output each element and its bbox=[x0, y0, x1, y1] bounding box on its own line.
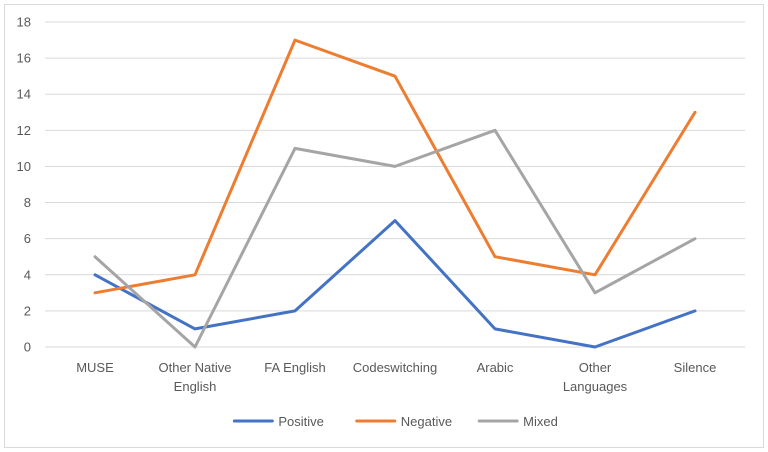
y-tick-label: 10 bbox=[17, 159, 31, 174]
x-tick-label-line: Codeswitching bbox=[353, 360, 438, 375]
y-tick-label: 4 bbox=[24, 267, 31, 282]
y-tick-label: 12 bbox=[17, 123, 31, 138]
x-tick-label: Other Languages bbox=[563, 360, 628, 394]
y-tick-label: 6 bbox=[24, 231, 31, 246]
y-tick-label: 18 bbox=[17, 15, 31, 30]
x-tick-label-line: FA English bbox=[264, 360, 325, 375]
x-tick-label-line: Other bbox=[579, 360, 612, 375]
x-tick-label-line: Silence bbox=[674, 360, 717, 375]
x-tick-label: Arabic bbox=[477, 360, 514, 375]
x-tick-label: MUSE bbox=[76, 360, 114, 375]
x-tick-label: Codeswitching bbox=[353, 360, 438, 375]
y-tick-label: 14 bbox=[17, 87, 31, 102]
y-tick-label: 2 bbox=[24, 303, 31, 318]
gridlines bbox=[45, 21, 745, 348]
y-tick-label: 16 bbox=[17, 51, 31, 66]
series-lines bbox=[93, 38, 697, 349]
x-tick-label-line: Languages bbox=[563, 379, 628, 394]
x-tick-label-line: English bbox=[174, 379, 217, 394]
y-tick-label: 8 bbox=[24, 195, 31, 210]
chart-frame bbox=[4, 4, 764, 448]
y-axis-tick-labels: 0 2 4 6 8 10 12 14 16 18 bbox=[17, 15, 31, 355]
x-tick-label: Silence bbox=[674, 360, 717, 375]
series-line-positive bbox=[93, 219, 697, 349]
x-tick-label-line: Other Native bbox=[159, 360, 232, 375]
x-axis-tick-labels: MUSE Other Native English FA English Codeswi… bbox=[76, 360, 716, 394]
legend-label-negative: Negative bbox=[401, 414, 452, 429]
x-tick-label-line: MUSE bbox=[76, 360, 114, 375]
x-tick-label: FA English bbox=[264, 360, 325, 375]
x-tick-label-line: Arabic bbox=[477, 360, 514, 375]
x-tick-label: Other Native English bbox=[159, 360, 232, 394]
legend-label-positive: Positive bbox=[278, 414, 324, 429]
legend: Positive Negative Mixed bbox=[232, 414, 558, 429]
y-tick-label: 0 bbox=[24, 340, 31, 355]
legend-label-mixed: Mixed bbox=[523, 414, 558, 429]
